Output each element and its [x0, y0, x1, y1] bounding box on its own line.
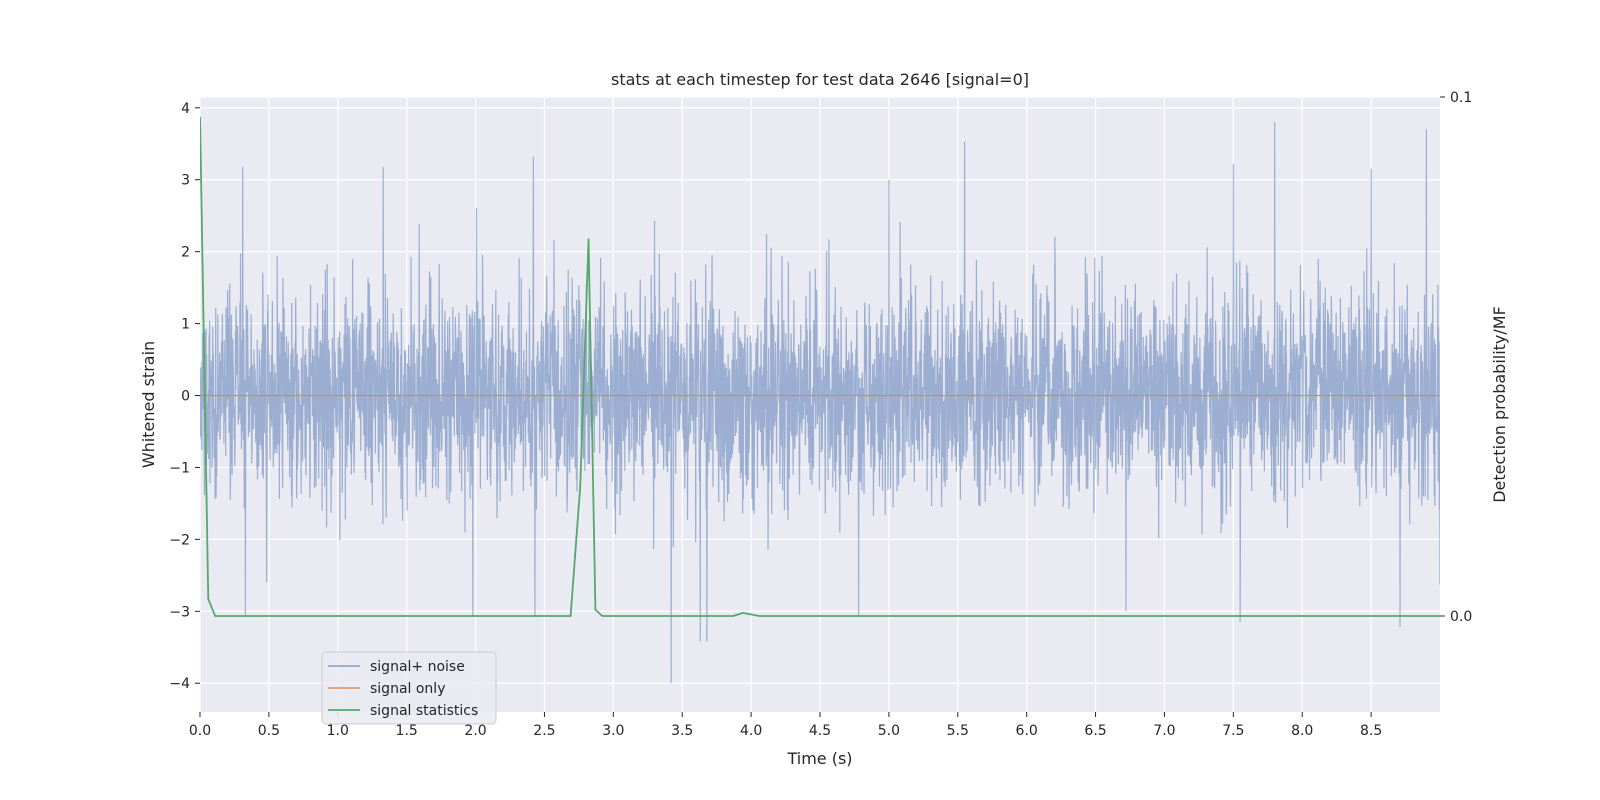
legend-box — [321, 651, 497, 725]
x-tick-label: 4.5 — [809, 723, 831, 739]
x-tick-label: 7.5 — [1222, 723, 1244, 739]
right-axis: 0.1 0.0 — [1440, 90, 1472, 625]
y-tick-label: −3 — [169, 604, 190, 620]
chart-title: stats at each timestep for test data 264… — [611, 70, 1029, 89]
bottom-axis: 0.0 0.5 1.0 1.5 2.0 2.5 3.0 3.5 4.0 4.5 5.0 5.5 6.0 6… — [189, 712, 1382, 739]
x-tick-label: 6.0 — [1016, 723, 1038, 739]
y-tick-label: 3 — [181, 173, 190, 189]
x-tick-label: 8.0 — [1291, 723, 1313, 739]
legend-label: signal only — [370, 681, 445, 697]
x-tick-label: 2.0 — [464, 723, 486, 739]
y-tick-label: −2 — [169, 532, 190, 548]
legend-label: signal statistics — [370, 703, 478, 719]
y-tick-label: −1 — [169, 460, 190, 476]
y-tick-label: 4 — [181, 101, 190, 117]
y-tick-label: 1 — [181, 317, 190, 333]
noise-trace — [200, 122, 1440, 684]
x-tick-label: 3.5 — [671, 723, 693, 739]
series-signal-noise — [200, 122, 1440, 684]
y-tick-label: 2 — [181, 245, 190, 261]
x-axis-title: Time (s) — [786, 749, 852, 768]
legend: signal+ noise signal only signal statistic… — [321, 651, 497, 725]
x-tick-label: 0.5 — [258, 723, 280, 739]
y2-tick-label: 0.0 — [1450, 609, 1472, 625]
y2-tick-label: 0.1 — [1450, 90, 1472, 106]
x-tick-label: 5.5 — [947, 723, 969, 739]
x-tick-label: 4.0 — [740, 723, 762, 739]
series-layer — [200, 116, 1440, 684]
x-tick-label: 7.0 — [1153, 723, 1175, 739]
x-tick-label: 1.0 — [327, 723, 349, 739]
y-tick-label: −4 — [169, 676, 190, 692]
legend-label: signal+ noise — [370, 659, 465, 675]
series-signal-statistics — [200, 116, 1440, 617]
line-trace — [200, 116, 1440, 617]
x-tick-label: 1.5 — [396, 723, 418, 739]
x-tick-label: 2.5 — [533, 723, 555, 739]
y2-axis-title: Detection probability/MF — [1490, 306, 1509, 503]
x-tick-label: 0.0 — [189, 723, 211, 739]
left-axis: 4 3 2 1 0 −1 −2 −3 −4 — [169, 101, 200, 692]
x-tick-label: 8.5 — [1360, 723, 1382, 739]
y-axis-title: Whitened strain — [139, 341, 158, 468]
x-tick-label: 6.5 — [1084, 723, 1106, 739]
x-tick-label: 5.0 — [878, 723, 900, 739]
y-tick-label: 0 — [181, 389, 190, 405]
x-tick-label: 3.0 — [602, 723, 624, 739]
